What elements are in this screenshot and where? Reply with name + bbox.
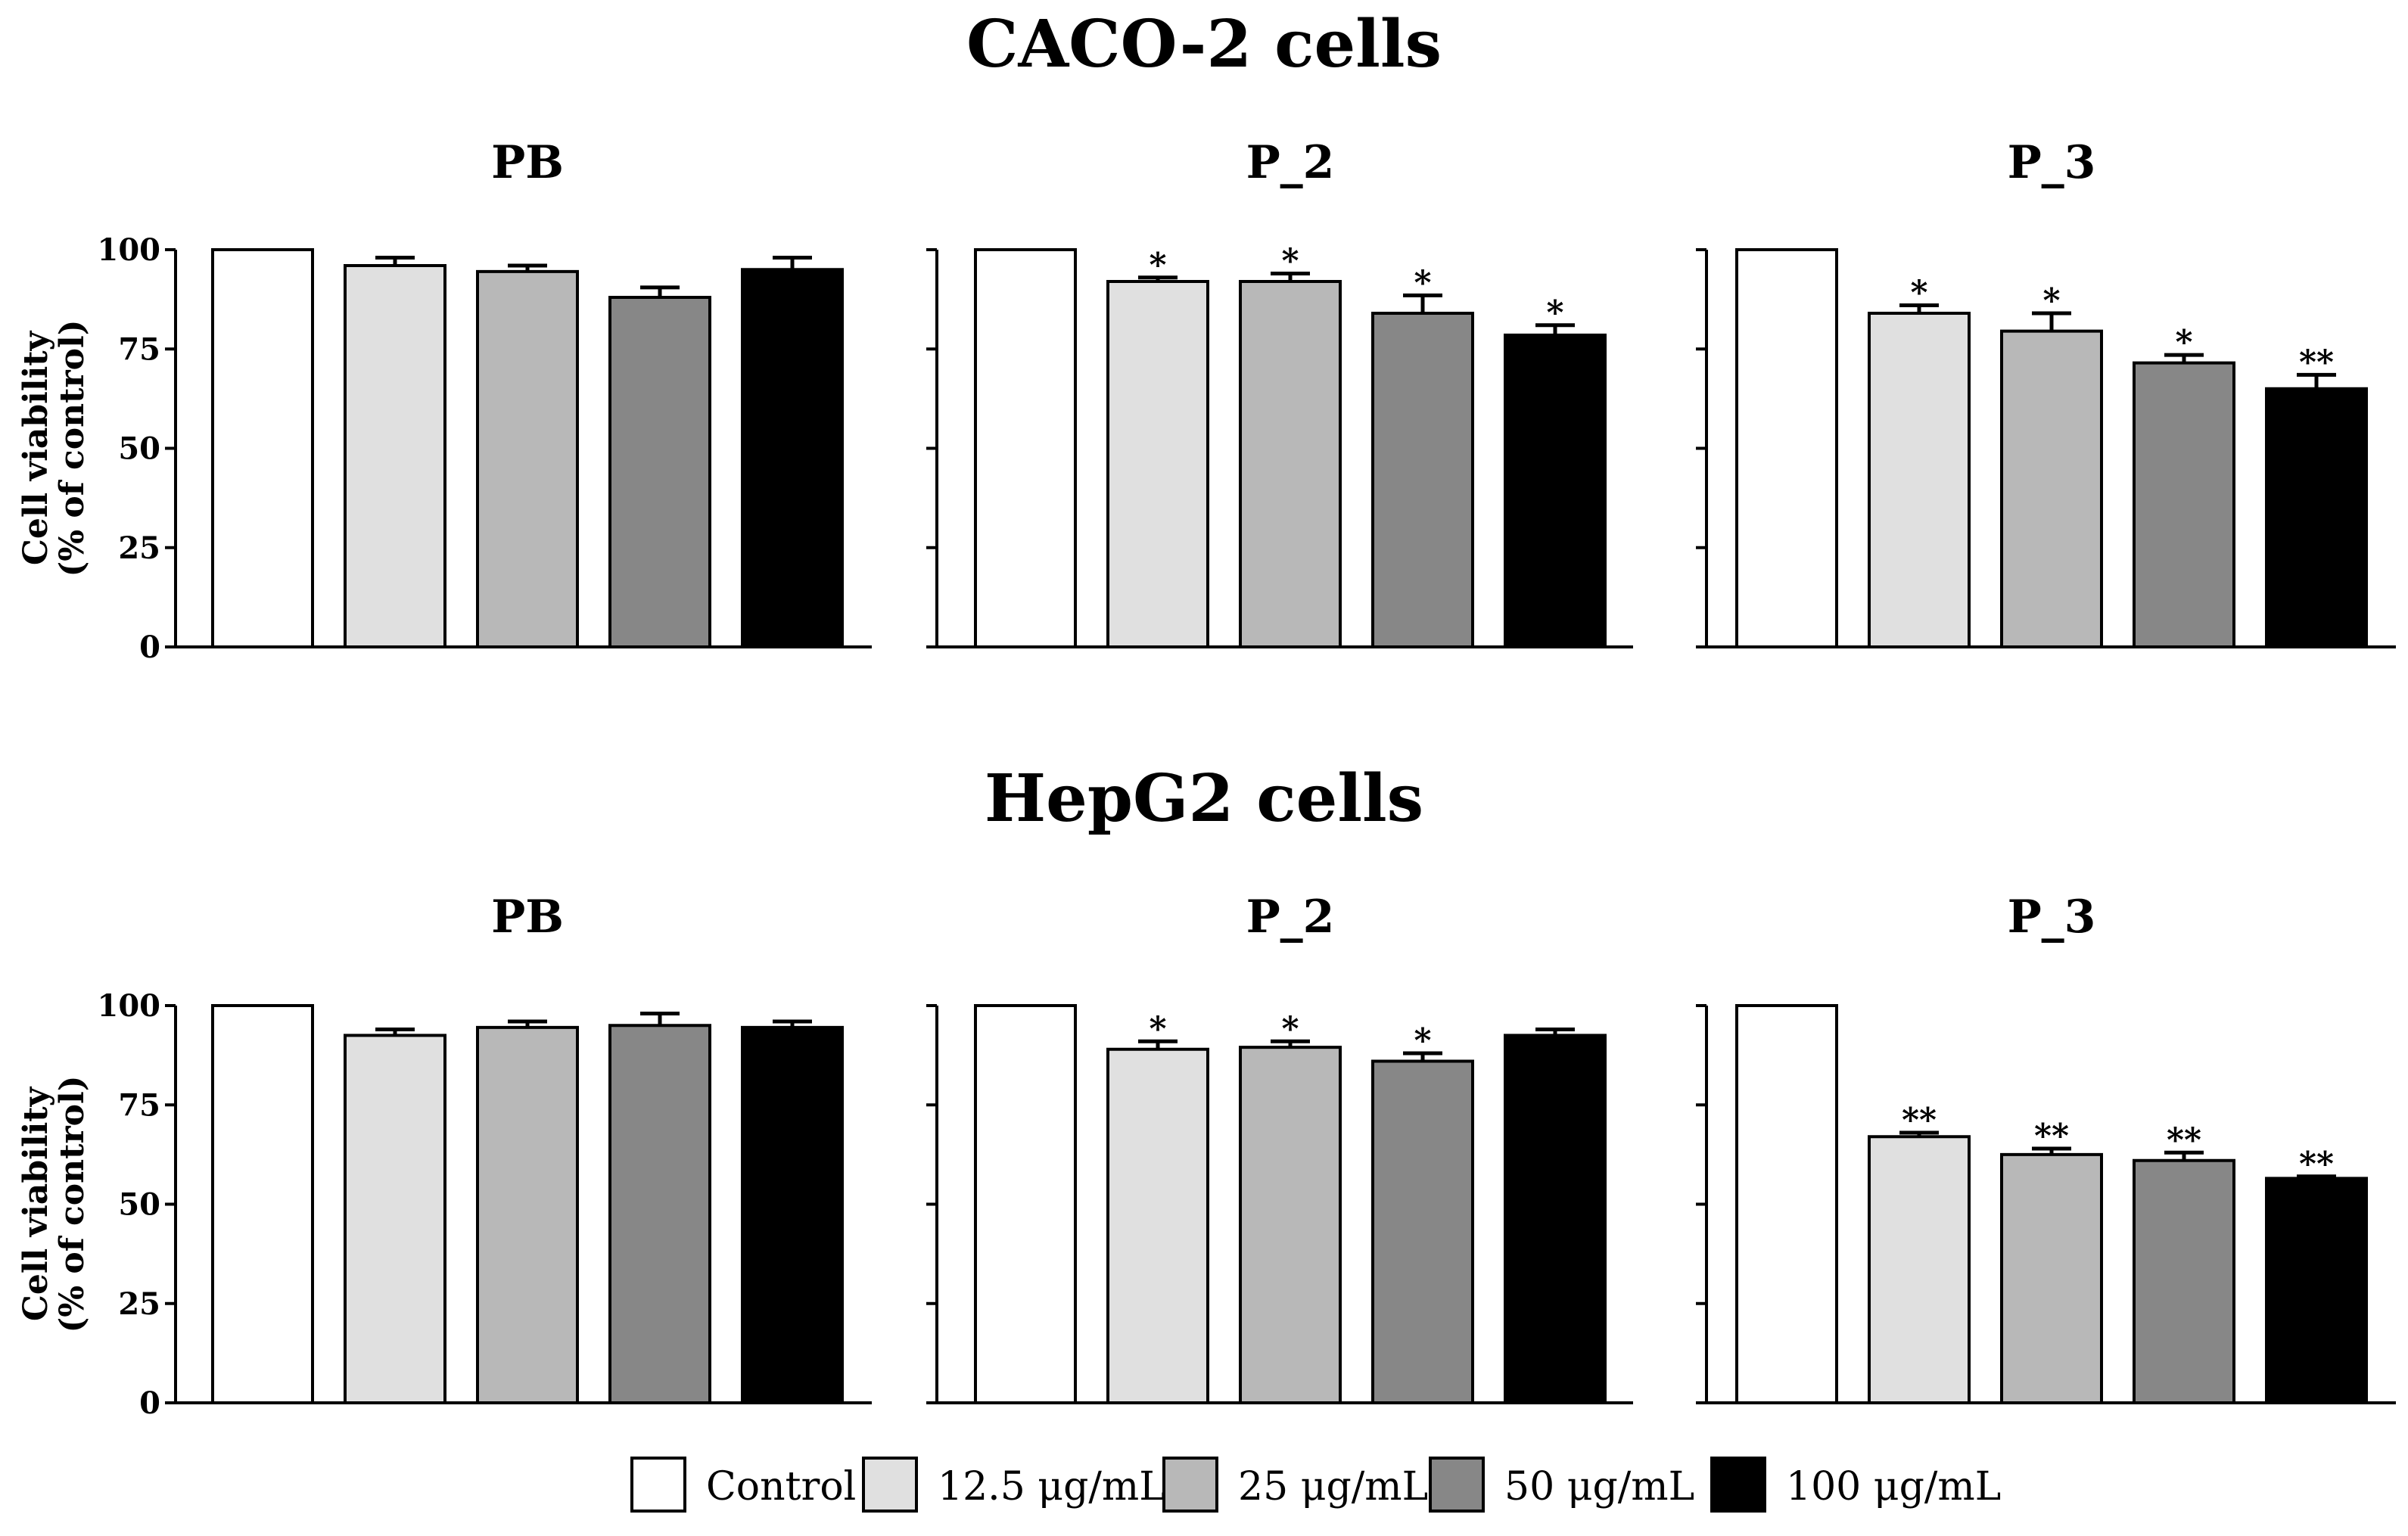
bar-control xyxy=(1735,248,1838,648)
bar-12.5-g-ml xyxy=(1106,1047,1209,1404)
y-tick-label: 75 xyxy=(118,331,160,367)
significance-marker: * xyxy=(2042,281,2060,320)
y-tick-label: 100 xyxy=(98,232,161,268)
significance-marker: * xyxy=(1414,1021,1431,1060)
panel-pb: PB 0 25 50 75 100 xyxy=(98,136,872,665)
legend-label: Control xyxy=(706,1464,856,1510)
bar-100-g-ml xyxy=(2265,1177,2368,1404)
significance-marker: ** xyxy=(2299,1145,2334,1183)
panel-title: P_2 xyxy=(1246,891,1335,944)
y-tick-label: 0 xyxy=(139,1385,160,1421)
bar-100-g-ml xyxy=(741,268,844,648)
bar-50-g-ml xyxy=(2133,1158,2235,1404)
panel-title: P_3 xyxy=(2008,136,2096,189)
y-tick-label: 25 xyxy=(118,530,160,566)
bar-25-g-ml xyxy=(476,1025,579,1404)
panel-title: P_2 xyxy=(1246,136,1335,189)
panel-pb: PB 0 25 50 75 100 xyxy=(98,891,872,1421)
bar-50-g-ml xyxy=(1371,1059,1474,1404)
y-axis-label: Cell viability(% of control) xyxy=(17,1075,92,1332)
legend-swatch xyxy=(1710,1457,1766,1513)
bar-25-g-ml xyxy=(1239,1046,1342,1404)
bar-12.5-g-ml xyxy=(1868,312,1971,648)
significance-marker: * xyxy=(1414,263,1431,302)
bar-50-g-ml xyxy=(1371,312,1474,648)
legend-label: 100 μg/mL xyxy=(1786,1464,2001,1510)
panel-title: PB xyxy=(491,136,564,189)
panel-title: P_3 xyxy=(2008,891,2096,944)
bar-control xyxy=(974,248,1077,648)
chart-row-caco2: CACO-2 cells Cell viability(% of control)… xyxy=(17,6,2396,665)
panel-p3: P_3 ** ** ** ** xyxy=(1696,891,2396,1404)
bar-100-g-ml xyxy=(1504,333,1607,648)
y-axis-label-line1: Cell viability xyxy=(17,1086,55,1321)
bar-12.5-g-ml xyxy=(1106,280,1209,648)
legend-label: 50 μg/mL xyxy=(1504,1464,1694,1510)
bar-control xyxy=(211,248,314,648)
legend-label: 25 μg/mL xyxy=(1238,1464,1428,1510)
bar-50-g-ml xyxy=(2133,361,2235,648)
bar-control xyxy=(211,1004,314,1404)
significance-marker: ** xyxy=(2167,1121,2201,1159)
bar-control xyxy=(974,1004,1077,1404)
legend-swatch xyxy=(630,1457,686,1513)
bar-50-g-ml xyxy=(608,1024,711,1404)
y-tick-label: 25 xyxy=(118,1286,160,1322)
significance-marker: * xyxy=(1149,1009,1166,1048)
significance-marker: * xyxy=(1910,274,1927,312)
row-title: CACO-2 cells xyxy=(966,6,1442,82)
bar-50-g-ml xyxy=(608,296,711,648)
y-axis-label-line2: (% of control) xyxy=(53,319,92,577)
bar-100-g-ml xyxy=(2265,387,2368,648)
panel-p3: P_3* **** xyxy=(1696,136,2396,648)
panel-title: PB xyxy=(491,891,564,944)
bar-12.5-g-ml xyxy=(344,264,446,648)
legend-swatch xyxy=(1429,1457,1485,1513)
bar-100-g-ml xyxy=(1504,1034,1607,1404)
legend-label: 12.5 μg/mL xyxy=(938,1464,1165,1510)
y-axis-label-line2: (% of control) xyxy=(53,1075,92,1332)
significance-marker: * xyxy=(1281,242,1299,281)
bar-control xyxy=(1735,1004,1838,1404)
significance-marker: * xyxy=(1546,294,1563,332)
legend-swatch xyxy=(1162,1457,1218,1513)
bar-100-g-ml xyxy=(741,1025,844,1404)
panel-p2: P_2 * * * xyxy=(926,891,1633,1404)
bar-12.5-g-ml xyxy=(1868,1135,1971,1404)
significance-marker: * xyxy=(1281,1009,1299,1048)
y-axis-label: Cell viability(% of control) xyxy=(17,319,92,577)
y-tick-label: 50 xyxy=(118,1187,160,1223)
significance-marker: ** xyxy=(2299,343,2334,381)
y-axis-label-line1: Cell viability xyxy=(17,330,55,565)
legend-swatch xyxy=(862,1457,918,1513)
y-tick-label: 100 xyxy=(98,988,161,1024)
bar-25-g-ml xyxy=(2000,1152,2103,1404)
bar-12.5-g-ml xyxy=(344,1034,446,1404)
significance-marker: * xyxy=(2175,323,2192,362)
significance-marker: ** xyxy=(1902,1101,1937,1140)
row-title: HepG2 cells xyxy=(985,760,1423,837)
bar-25-g-ml xyxy=(476,269,579,648)
bar-25-g-ml xyxy=(2000,329,2103,648)
y-tick-label: 50 xyxy=(118,431,160,467)
y-tick-label: 75 xyxy=(118,1087,160,1123)
significance-marker: * xyxy=(1149,246,1166,285)
panel-p2: P_2 * * * * xyxy=(926,136,1633,648)
significance-marker: ** xyxy=(2034,1117,2069,1155)
y-tick-label: 0 xyxy=(139,630,160,665)
bar-25-g-ml xyxy=(1239,280,1342,648)
legend: Control 12.5 μg/mL 25 μg/mL 50 μg/mL 100 μg/… xyxy=(630,1457,2001,1513)
